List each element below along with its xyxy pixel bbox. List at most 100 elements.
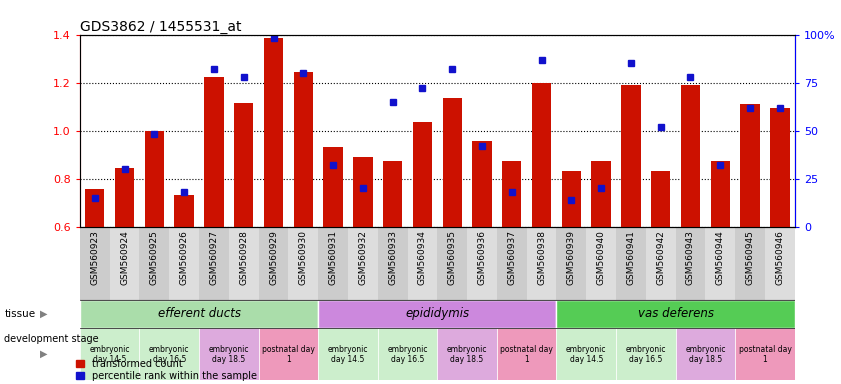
Bar — [109, 227, 140, 300]
Text: GSM560931: GSM560931 — [329, 230, 337, 285]
Text: embryonic
day 14.5: embryonic day 14.5 — [328, 344, 368, 364]
Bar — [318, 300, 557, 328]
Bar — [115, 168, 135, 227]
Bar — [259, 227, 288, 300]
Text: epididymis: epididymis — [405, 308, 469, 320]
Bar — [288, 227, 318, 300]
Bar — [234, 103, 253, 227]
Text: GSM560943: GSM560943 — [686, 230, 695, 285]
Bar — [353, 157, 373, 227]
Bar — [294, 72, 313, 227]
Bar — [532, 83, 551, 227]
Text: GSM560925: GSM560925 — [150, 230, 159, 285]
Bar — [199, 227, 229, 300]
Text: efferent ducts: efferent ducts — [157, 308, 241, 320]
Bar — [497, 227, 526, 300]
Text: GSM560928: GSM560928 — [239, 230, 248, 285]
Bar — [740, 104, 759, 227]
Bar — [562, 171, 581, 227]
Bar — [735, 328, 795, 380]
Bar — [502, 161, 521, 227]
Bar — [442, 98, 462, 227]
Bar — [675, 227, 706, 300]
Bar — [437, 227, 467, 300]
Bar — [706, 227, 735, 300]
Bar — [646, 227, 675, 300]
Text: postnatal day
1: postnatal day 1 — [500, 344, 553, 364]
Bar — [586, 227, 616, 300]
Text: development stage: development stage — [4, 334, 99, 344]
Bar — [651, 171, 670, 227]
Text: GSM560945: GSM560945 — [746, 230, 754, 285]
Bar — [557, 300, 795, 328]
Bar — [437, 328, 497, 380]
Bar — [140, 328, 199, 380]
Text: GSM560926: GSM560926 — [180, 230, 188, 285]
Text: GSM560940: GSM560940 — [596, 230, 606, 285]
Text: ▶: ▶ — [40, 349, 48, 359]
Bar — [526, 227, 557, 300]
Bar — [616, 328, 675, 380]
Bar — [497, 328, 557, 380]
Text: GSM560930: GSM560930 — [299, 230, 308, 285]
Bar — [765, 227, 795, 300]
Text: embryonic
day 18.5: embryonic day 18.5 — [209, 344, 249, 364]
Text: GSM560934: GSM560934 — [418, 230, 427, 285]
Bar — [383, 161, 402, 227]
Text: GDS3862 / 1455531_at: GDS3862 / 1455531_at — [80, 20, 241, 33]
Bar — [378, 227, 408, 300]
Text: embryonic
day 16.5: embryonic day 16.5 — [388, 344, 428, 364]
Text: embryonic
day 14.5: embryonic day 14.5 — [89, 344, 130, 364]
Bar — [348, 227, 378, 300]
Bar — [378, 328, 437, 380]
Bar — [318, 227, 348, 300]
Text: GSM560929: GSM560929 — [269, 230, 278, 285]
Bar — [557, 328, 616, 380]
Text: embryonic
day 18.5: embryonic day 18.5 — [447, 344, 487, 364]
Bar — [174, 195, 193, 227]
Bar — [711, 161, 730, 227]
Bar — [770, 108, 790, 227]
Legend: transformed count, percentile rank within the sample: transformed count, percentile rank withi… — [77, 359, 257, 381]
Text: tissue: tissue — [4, 309, 35, 319]
Text: GSM560946: GSM560946 — [775, 230, 785, 285]
Text: GSM560936: GSM560936 — [478, 230, 486, 285]
Bar — [467, 227, 497, 300]
Bar — [204, 76, 224, 227]
Bar — [85, 189, 104, 227]
Bar — [621, 85, 641, 227]
Bar — [80, 300, 318, 328]
Bar — [473, 141, 492, 227]
Bar — [140, 227, 169, 300]
Bar — [318, 328, 378, 380]
Text: postnatal day
1: postnatal day 1 — [738, 344, 791, 364]
Text: GSM560927: GSM560927 — [209, 230, 219, 285]
Text: GSM560941: GSM560941 — [627, 230, 636, 285]
Text: GSM560937: GSM560937 — [507, 230, 516, 285]
Bar — [145, 131, 164, 227]
Text: embryonic
day 18.5: embryonic day 18.5 — [685, 344, 726, 364]
Text: GSM560942: GSM560942 — [656, 230, 665, 285]
Text: GSM560938: GSM560938 — [537, 230, 546, 285]
Text: vas deferens: vas deferens — [637, 308, 714, 320]
Bar — [259, 328, 318, 380]
Bar — [199, 328, 259, 380]
Bar — [324, 147, 343, 227]
Bar — [413, 122, 432, 227]
Bar — [408, 227, 437, 300]
Text: GSM560939: GSM560939 — [567, 230, 576, 285]
Text: GSM560933: GSM560933 — [389, 230, 397, 285]
Text: postnatal day
1: postnatal day 1 — [262, 344, 315, 364]
Text: ▶: ▶ — [40, 309, 48, 319]
Bar — [557, 227, 586, 300]
Bar — [80, 227, 109, 300]
Bar — [616, 227, 646, 300]
Bar — [80, 328, 140, 380]
Bar — [591, 161, 611, 227]
Text: embryonic
day 16.5: embryonic day 16.5 — [149, 344, 189, 364]
Text: GSM560932: GSM560932 — [358, 230, 368, 285]
Bar — [681, 85, 701, 227]
Bar — [169, 227, 199, 300]
Bar — [675, 328, 735, 380]
Bar — [264, 38, 283, 227]
